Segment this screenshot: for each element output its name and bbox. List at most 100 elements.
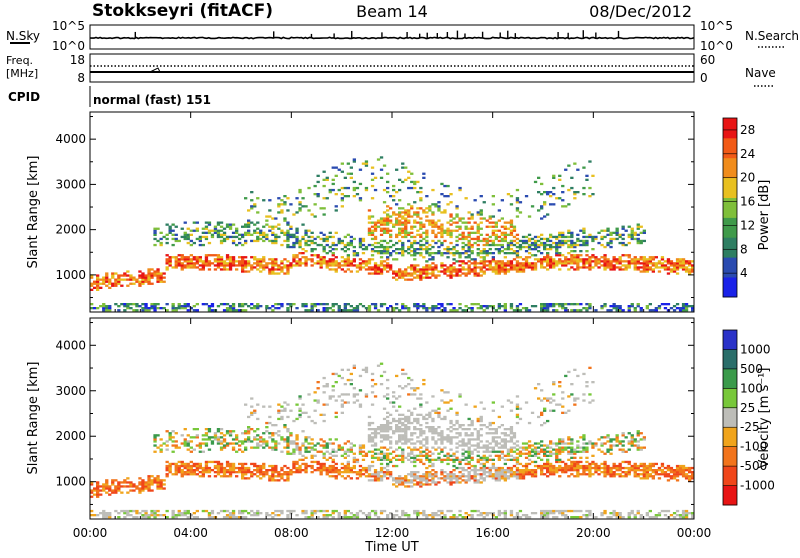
power-cell bbox=[344, 187, 347, 189]
power-cell bbox=[455, 236, 458, 238]
velocity-cell bbox=[268, 469, 271, 471]
power-cell bbox=[486, 244, 489, 246]
velocity-cell bbox=[341, 467, 344, 469]
velocity-cell bbox=[341, 404, 344, 406]
power-cell bbox=[480, 234, 483, 236]
velocity-cell bbox=[169, 469, 172, 471]
power-cell bbox=[540, 252, 543, 254]
velocity-cell bbox=[262, 473, 265, 475]
power-cell bbox=[141, 283, 144, 285]
velocity-cell bbox=[256, 434, 259, 436]
power-cell bbox=[637, 262, 640, 264]
power-cell bbox=[144, 309, 147, 311]
velocity-cell bbox=[449, 455, 452, 457]
power-cell bbox=[220, 222, 223, 224]
velocity-cell bbox=[395, 510, 398, 512]
power-cell bbox=[425, 266, 428, 268]
velocity-cell bbox=[425, 414, 428, 416]
velocity-cell bbox=[374, 428, 377, 430]
velocity-cell bbox=[166, 449, 169, 451]
velocity-cell bbox=[555, 451, 558, 453]
velocity-cell bbox=[238, 463, 241, 465]
power-cell bbox=[477, 240, 480, 242]
power-cell bbox=[320, 303, 323, 305]
power-cell bbox=[410, 205, 413, 207]
velocity-cell bbox=[410, 461, 413, 463]
velocity-cell bbox=[295, 449, 298, 451]
velocity-cell bbox=[501, 512, 504, 514]
velocity-cell bbox=[540, 444, 543, 446]
power-cell bbox=[634, 266, 637, 268]
power-cell bbox=[585, 240, 588, 242]
power-cell bbox=[628, 262, 631, 264]
velocity-cell bbox=[401, 424, 404, 426]
power-cell bbox=[416, 268, 419, 270]
power-cell bbox=[573, 262, 576, 264]
velocity-cell bbox=[477, 444, 480, 446]
power-cell bbox=[259, 230, 262, 232]
power-cell bbox=[374, 262, 377, 264]
velocity-cell bbox=[462, 453, 465, 455]
velocity-cell bbox=[455, 477, 458, 479]
velocity-cell bbox=[347, 467, 350, 469]
power-cell bbox=[477, 213, 480, 215]
power-cell bbox=[271, 232, 274, 234]
velocity-cell bbox=[458, 475, 461, 477]
power-cell bbox=[667, 266, 670, 268]
power-cell bbox=[646, 270, 649, 272]
velocity-cell bbox=[383, 424, 386, 426]
power-cell bbox=[477, 232, 480, 234]
velocity-cell bbox=[304, 471, 307, 473]
power-cell bbox=[416, 181, 419, 183]
velocity-cell bbox=[259, 436, 262, 438]
power-cell bbox=[292, 242, 295, 244]
velocity-cell bbox=[410, 432, 413, 434]
velocity-cell bbox=[292, 442, 295, 444]
velocity-cell bbox=[202, 510, 205, 512]
power-cell bbox=[395, 217, 398, 219]
power-cell bbox=[374, 268, 377, 270]
velocity-cell bbox=[555, 453, 558, 455]
velocity-cell bbox=[178, 514, 181, 516]
power-cell bbox=[465, 197, 468, 199]
power-cell bbox=[658, 307, 661, 309]
power-cell bbox=[425, 268, 428, 270]
power-cell bbox=[368, 258, 371, 260]
velocity-cell bbox=[540, 412, 543, 414]
velocity-cell bbox=[392, 483, 395, 485]
power-cell bbox=[682, 303, 685, 305]
power-cell bbox=[368, 260, 371, 262]
velocity-cell bbox=[193, 463, 196, 465]
power-cell bbox=[498, 266, 501, 268]
velocity-cell bbox=[223, 447, 226, 449]
velocity-cell bbox=[298, 449, 301, 451]
velocity-cell bbox=[516, 463, 519, 465]
power-cell bbox=[274, 236, 277, 238]
power-cell bbox=[380, 228, 383, 230]
velocity-cell bbox=[253, 447, 256, 449]
power-cell bbox=[477, 303, 480, 305]
velocity-cell bbox=[362, 512, 365, 514]
power-cell bbox=[458, 189, 461, 191]
power-cell bbox=[223, 309, 226, 311]
power-cell bbox=[286, 309, 289, 311]
velocity-cell bbox=[528, 444, 531, 446]
velocity-cell bbox=[286, 514, 289, 516]
velocity-cell bbox=[241, 473, 244, 475]
velocity-cell bbox=[534, 475, 537, 477]
power-cell bbox=[531, 248, 534, 250]
velocity-cell bbox=[413, 483, 416, 485]
velocity-cell bbox=[413, 475, 416, 477]
power-cell bbox=[232, 260, 235, 262]
power-cell bbox=[292, 264, 295, 266]
power-cell bbox=[274, 268, 277, 270]
power-cell bbox=[202, 303, 205, 305]
velocity-cell bbox=[480, 418, 483, 420]
power-cell bbox=[175, 240, 178, 242]
velocity-cell bbox=[181, 475, 184, 477]
velocity-cell bbox=[368, 514, 371, 516]
velocity-cell bbox=[504, 440, 507, 442]
velocity-cell bbox=[549, 469, 552, 471]
power-cell bbox=[187, 234, 190, 236]
power-cell bbox=[371, 244, 374, 246]
